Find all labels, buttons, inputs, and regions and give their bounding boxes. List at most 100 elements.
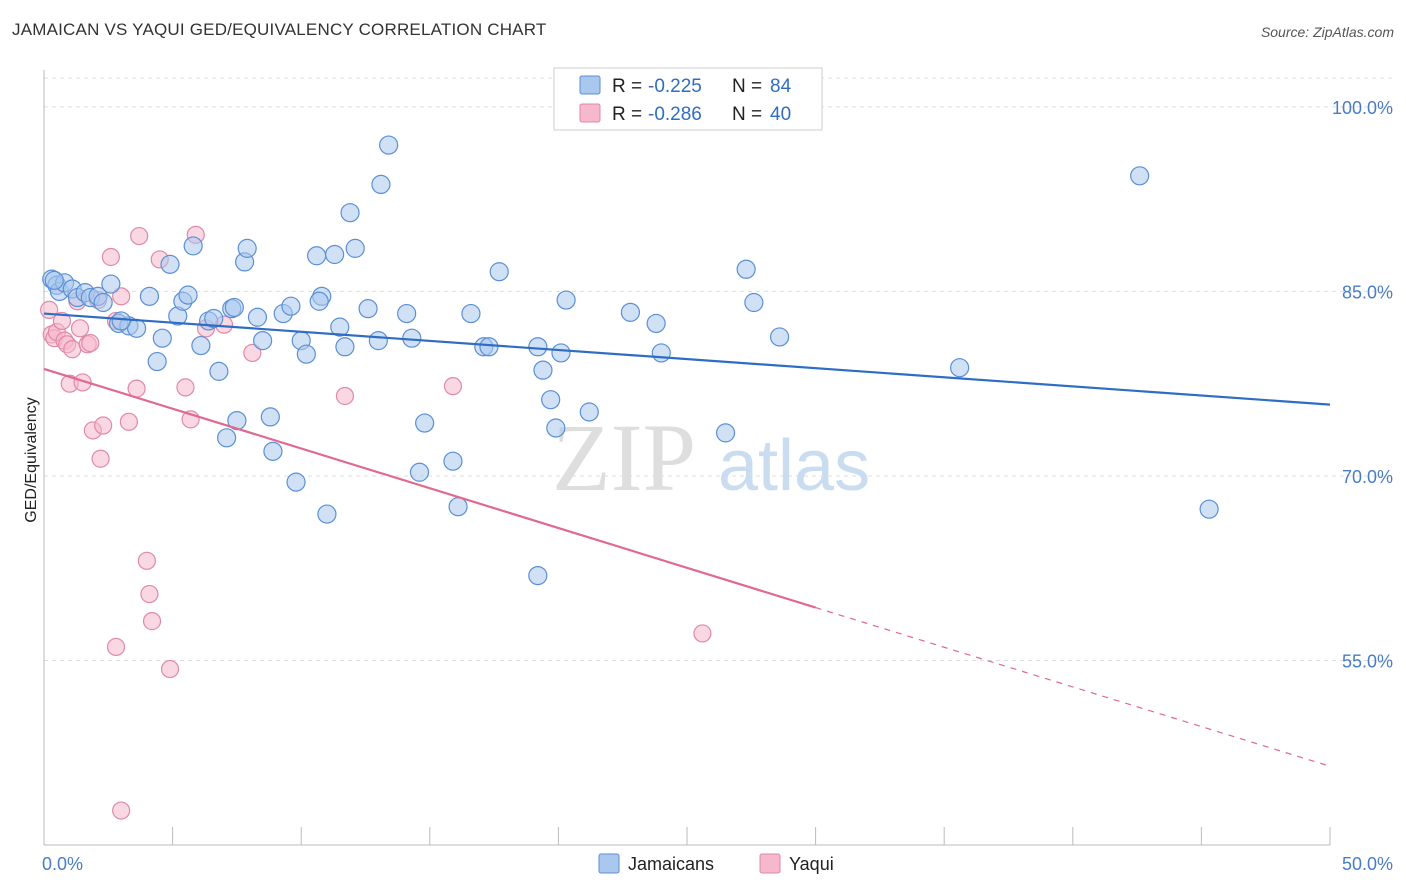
legend-n-label-jamaicans: N = <box>732 76 762 97</box>
jamaicans-point <box>358 299 378 319</box>
jamaicans-point <box>191 335 211 356</box>
trend-lines <box>43 312 1331 767</box>
jamaicans-point <box>330 317 350 337</box>
jamaicans-point <box>736 259 756 279</box>
yaqui-point <box>243 343 262 363</box>
legend-r-label-jamaicans: R = <box>612 76 642 97</box>
x-tick-label-max: 50.0% <box>1342 854 1393 874</box>
yaqui-point <box>112 287 131 306</box>
jamaicans-point <box>296 344 316 364</box>
yaqui-point <box>112 801 131 820</box>
jamaicans-point <box>551 343 571 363</box>
jamaicans-point <box>260 407 280 427</box>
jamaicans-point <box>160 254 180 274</box>
jamaicans-point <box>769 327 790 347</box>
jamaicans-point <box>541 390 561 410</box>
legend-n-value-jamaicans: 84 <box>770 76 792 97</box>
jamaicans-point <box>147 351 167 372</box>
y-tick-labels: 55.0% 70.0% 85.0% 100.0% <box>1332 98 1393 672</box>
yaqui-point <box>130 226 149 246</box>
jamaicans-trend-line <box>43 312 1331 406</box>
yaqui-point <box>119 412 138 431</box>
jamaicans-point <box>579 402 599 422</box>
jamaicans-point <box>340 203 360 223</box>
source-label: Source: ZipAtlas.com <box>1260 24 1394 40</box>
jamaicans-point <box>247 307 268 327</box>
jamaicans-point <box>744 292 764 313</box>
y-axis-label: GED/Equivalency <box>23 397 40 522</box>
yaqui-point <box>63 340 82 359</box>
jamaicans-point <box>183 236 203 256</box>
jamaicans-point <box>281 296 301 316</box>
yaqui-point <box>94 416 113 435</box>
yaqui-point <box>70 319 90 338</box>
watermark-atlas: atlas <box>718 426 870 506</box>
yaqui-point <box>81 333 100 353</box>
jamaicans-point <box>646 313 666 334</box>
yaqui-point <box>127 379 146 398</box>
jamaicans-point <box>528 565 548 586</box>
yaqui-point <box>52 311 72 331</box>
bottom-legend-swatch-yaqui <box>759 853 781 874</box>
jamaicans-point <box>443 451 463 471</box>
jamaicans-point <box>93 292 113 313</box>
jamaicans-point <box>335 337 355 357</box>
jamaicans-point <box>286 472 306 492</box>
jamaicans-point <box>620 302 641 322</box>
yaqui-trend-line <box>43 367 816 609</box>
jamaicans-point <box>139 286 160 306</box>
yaqui-trend-extension <box>815 607 1331 767</box>
jamaicans-point <box>217 428 237 448</box>
jamaicans-point <box>317 504 337 524</box>
jamaicans-point <box>178 285 198 305</box>
grid-lines <box>44 77 1393 661</box>
jamaicans-point <box>533 360 553 380</box>
chart-title: JAMAICAN VS YAQUI GED/EQUIVALENCY CORREL… <box>12 20 547 39</box>
jamaicans-point <box>715 423 736 443</box>
jamaicans-point <box>409 462 430 482</box>
x-tick-label-min: 0.0% <box>42 854 83 874</box>
legend-swatch-jamaicans <box>579 75 601 95</box>
jamaicans-point <box>546 418 566 438</box>
yaqui-point <box>142 612 162 631</box>
jamaicans-points <box>42 135 1219 586</box>
bottom-legend-label-yaqui: Yaqui <box>789 854 834 874</box>
jamaicans-point <box>224 297 244 318</box>
axes <box>43 70 1331 846</box>
yaqui-point <box>101 247 120 267</box>
jamaicans-point <box>204 308 224 329</box>
yaqui-point <box>176 378 195 397</box>
jamaicans-point <box>44 270 64 290</box>
jamaicans-point <box>528 337 548 357</box>
jamaicans-point <box>479 337 499 357</box>
watermark: ZIP atlas <box>552 404 870 511</box>
jamaicans-point <box>309 291 329 311</box>
jamaicans-point <box>397 303 417 324</box>
jamaicans-point <box>1199 499 1219 519</box>
jamaicans-point <box>950 358 970 378</box>
jamaicans-point <box>101 274 121 294</box>
y-tick-label: 85.0% <box>1342 282 1393 302</box>
jamaicans-point <box>651 343 671 363</box>
jamaicans-point <box>209 361 229 381</box>
yaqui-point <box>140 584 159 604</box>
legend-n-label-yaqui: N = <box>732 104 762 125</box>
bottom-legend: Jamaicans Yaqui <box>598 853 834 874</box>
jamaicans-point <box>307 246 327 266</box>
jamaicans-point <box>371 174 391 195</box>
jamaicans-point <box>325 244 345 265</box>
jamaicans-point <box>379 135 399 155</box>
y-tick-label: 100.0% <box>1332 98 1393 118</box>
jamaicans-point <box>556 290 576 310</box>
jamaicans-point <box>253 331 273 351</box>
y-tick-label: 55.0% <box>1342 651 1393 671</box>
yaqui-point <box>443 377 463 396</box>
yaqui-point <box>91 449 110 468</box>
legend-r-value-yaqui: -0.286 <box>648 104 702 125</box>
yaqui-point <box>160 659 180 679</box>
legend-r-label-yaqui: R = <box>612 104 642 125</box>
jamaicans-point <box>345 238 365 258</box>
yaqui-points <box>40 225 712 820</box>
jamaicans-point <box>448 497 468 517</box>
